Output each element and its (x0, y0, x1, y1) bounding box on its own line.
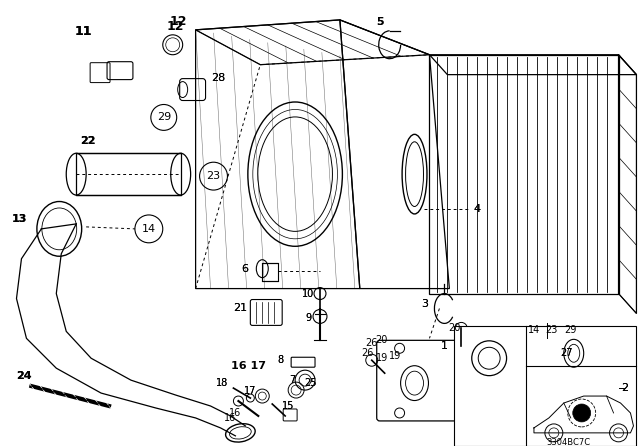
Text: 14: 14 (528, 325, 540, 336)
Text: 29: 29 (564, 325, 577, 336)
Text: 16 17: 16 17 (231, 361, 266, 371)
Text: 18: 18 (216, 378, 228, 388)
Text: 12: 12 (167, 20, 184, 33)
Text: 21: 21 (234, 303, 248, 314)
Text: 22: 22 (81, 136, 96, 146)
Text: 26: 26 (365, 338, 378, 348)
Text: 12: 12 (170, 15, 188, 28)
Text: 16: 16 (224, 413, 237, 423)
Text: 13: 13 (12, 214, 27, 224)
Text: 9: 9 (305, 314, 311, 323)
Text: 22: 22 (81, 136, 96, 146)
Text: 27: 27 (561, 348, 573, 358)
Text: 6: 6 (241, 264, 248, 274)
Text: 20: 20 (376, 336, 388, 345)
Text: 26: 26 (362, 348, 374, 358)
Text: 8: 8 (277, 355, 284, 365)
Text: 23: 23 (207, 171, 221, 181)
Text: 11: 11 (74, 26, 92, 39)
Text: 29: 29 (157, 112, 171, 122)
Text: 21: 21 (234, 303, 248, 314)
Text: 17: 17 (244, 386, 257, 396)
Text: 19: 19 (376, 353, 388, 363)
Text: 19: 19 (388, 351, 401, 361)
Text: 15: 15 (282, 401, 294, 411)
Text: 28: 28 (211, 73, 226, 82)
Text: 23: 23 (546, 325, 558, 336)
Text: 10: 10 (302, 289, 314, 298)
Text: 4: 4 (474, 204, 481, 214)
Text: 2: 2 (621, 383, 628, 393)
Text: 11: 11 (74, 26, 92, 39)
Text: 15: 15 (282, 401, 294, 411)
FancyBboxPatch shape (454, 327, 636, 446)
Text: 27: 27 (561, 348, 573, 358)
Text: 1: 1 (441, 341, 448, 351)
Text: 14: 14 (142, 224, 156, 234)
Circle shape (573, 404, 591, 422)
Text: 7: 7 (289, 375, 295, 385)
Text: 5: 5 (376, 17, 383, 27)
Text: 24: 24 (15, 371, 31, 381)
Text: 9: 9 (305, 314, 311, 323)
Text: 2: 2 (621, 383, 628, 393)
Text: 6: 6 (241, 264, 248, 274)
Text: 3304BC7C: 3304BC7C (547, 438, 591, 447)
Text: 4: 4 (474, 204, 481, 214)
Text: 16: 16 (229, 408, 241, 418)
Text: 18: 18 (216, 378, 228, 388)
Text: 28: 28 (211, 73, 226, 82)
Text: 10: 10 (302, 289, 314, 298)
Text: 1: 1 (441, 341, 448, 351)
Text: 17: 17 (244, 386, 257, 396)
Text: 24: 24 (15, 371, 31, 381)
Text: 25: 25 (304, 378, 316, 388)
Text: 3: 3 (421, 298, 428, 309)
Text: 13: 13 (12, 214, 27, 224)
Text: 7: 7 (289, 375, 295, 385)
Text: 3: 3 (421, 298, 428, 309)
Text: 25: 25 (304, 378, 316, 388)
Text: 5: 5 (376, 17, 383, 27)
Text: 20: 20 (448, 323, 461, 333)
Text: 8: 8 (277, 355, 284, 365)
